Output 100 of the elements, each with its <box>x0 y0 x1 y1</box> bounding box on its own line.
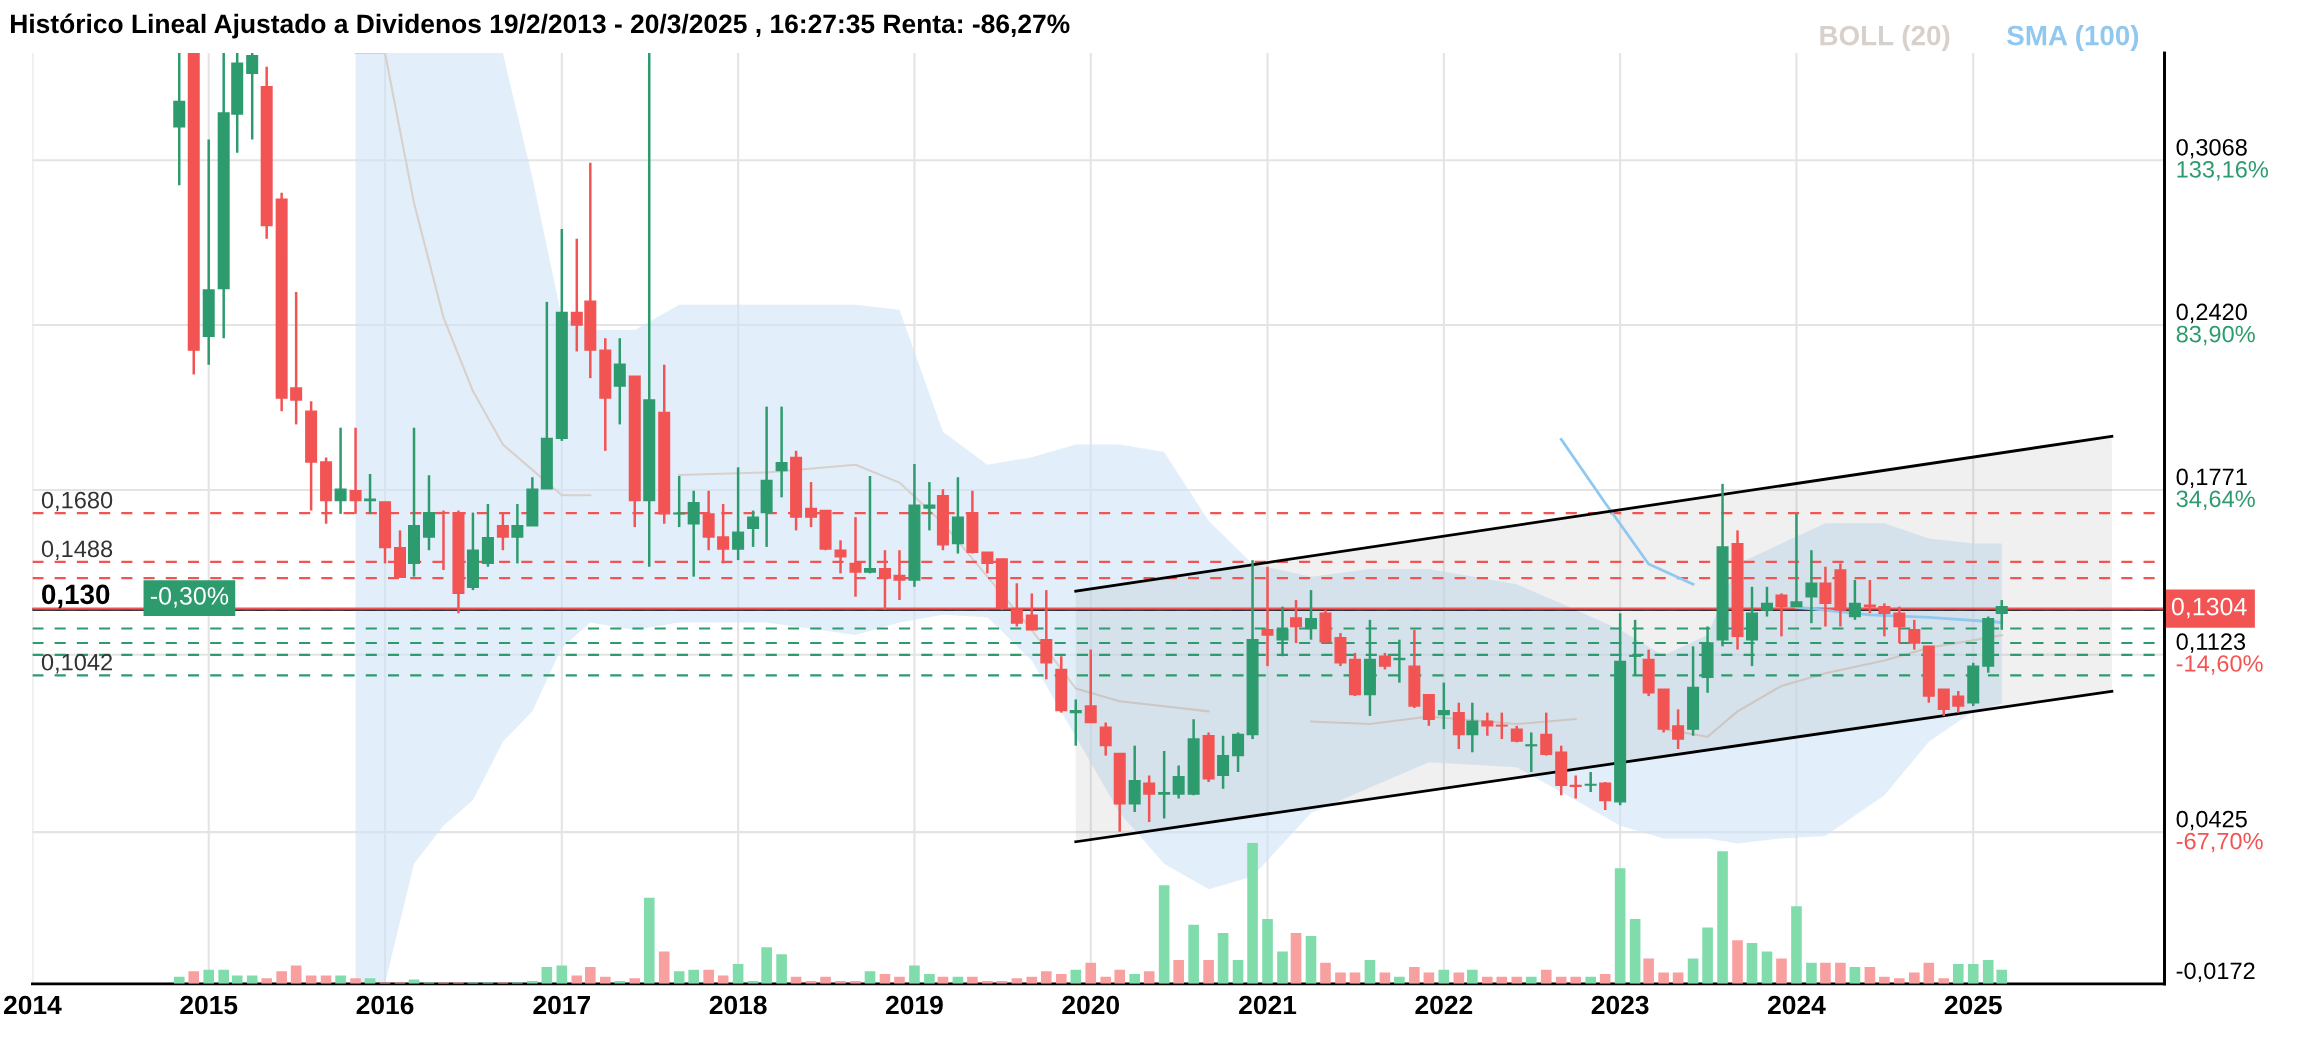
y2-tick-label: 133,16% <box>2177 160 2269 181</box>
ref-line-label: 0,130 <box>42 584 110 609</box>
y-tick-label: 0,1123 <box>2176 633 2246 653</box>
bar <box>1776 958 1787 984</box>
bar <box>1188 924 1199 984</box>
annotation: -0,30% <box>150 587 229 608</box>
bar <box>1055 973 1067 984</box>
bar <box>1835 962 1846 984</box>
bar <box>1540 969 1552 984</box>
bar <box>1158 885 1170 984</box>
x-tick-label: 2020 <box>1062 995 1120 1015</box>
bar <box>203 969 215 984</box>
bar <box>1262 918 1273 984</box>
bar <box>231 975 243 984</box>
bar <box>1702 927 1713 984</box>
bar <box>1232 959 1244 984</box>
bar <box>1247 842 1258 984</box>
bar <box>350 978 361 984</box>
bar <box>1114 969 1126 984</box>
y2-tick-label: 83,90% <box>2176 325 2255 346</box>
y2-tick-label: -14,60% <box>2176 655 2263 675</box>
bar <box>1335 972 1346 984</box>
ref-line-label: 0,1488 <box>41 540 113 561</box>
y-tick-label: 0,2420 <box>2176 303 2247 324</box>
bar <box>261 978 272 984</box>
bar <box>1203 959 1214 984</box>
y2-tick-label: -67,70% <box>2176 832 2263 853</box>
bar <box>1820 962 1831 984</box>
bar <box>1364 959 1376 984</box>
x-tick-label: 2019 <box>886 995 943 1015</box>
bar <box>1996 969 2008 984</box>
bar <box>1791 906 1802 984</box>
x-tick-label: 2023 <box>1591 995 1649 1015</box>
bar <box>585 966 596 984</box>
text: SMA (100) <box>2007 25 2139 51</box>
x-tick-label: 2022 <box>1415 995 1473 1015</box>
bar <box>1643 958 1654 984</box>
x-tick-label: 2014 <box>3 995 62 1015</box>
x-tick-label: 2021 <box>1239 995 1297 1015</box>
ref-line-label: 0,1680 <box>41 491 113 512</box>
x-tick-label: 2017 <box>533 995 591 1015</box>
y-tick-label: 0,3068 <box>2176 138 2247 159</box>
bar <box>643 897 655 984</box>
bar <box>188 971 200 984</box>
bar <box>246 975 258 984</box>
bar <box>732 964 744 984</box>
bar <box>1305 935 1317 984</box>
bar <box>1453 972 1465 984</box>
bar <box>776 954 787 984</box>
bar <box>1938 978 1950 984</box>
bar <box>1277 951 1288 984</box>
bar <box>1629 918 1641 984</box>
bar <box>276 971 287 984</box>
bar <box>1687 958 1699 984</box>
bar <box>1040 971 1052 984</box>
bar <box>1320 962 1331 984</box>
bar <box>909 965 920 984</box>
bar <box>673 971 685 984</box>
bar <box>1085 962 1097 984</box>
bar <box>1952 964 1964 984</box>
chart-title: Histórico Lineal Ajustado a Dividenos 19/2/2013 - 20/3/2025 , 16:27:35 Renta: -86,27% <box>11 13 1070 39</box>
bar <box>1717 851 1728 984</box>
bar <box>1467 969 1478 984</box>
bar <box>1806 962 1817 984</box>
bar <box>761 947 772 984</box>
x-tick-label: 2016 <box>356 995 414 1015</box>
bar <box>1290 933 1302 984</box>
bar <box>1909 972 1920 984</box>
bar <box>1746 942 1758 984</box>
x-tick-label: 2015 <box>180 995 238 1015</box>
x-tick-label: 2024 <box>1768 995 1826 1015</box>
bar <box>629 978 641 984</box>
y-tick-label: -0,0172 <box>2176 962 2255 982</box>
x-tick-label: 2018 <box>709 995 767 1015</box>
bar <box>1967 964 1979 984</box>
bar <box>1217 933 1229 984</box>
y2-tick-label: 34,64% <box>2176 490 2255 510</box>
x-tick-label: 2025 <box>1944 995 2002 1015</box>
bar <box>1129 973 1141 984</box>
bar <box>1173 959 1184 984</box>
bar <box>1409 966 1420 984</box>
y-tick-label: 0,0425 <box>2176 810 2247 831</box>
bar <box>658 951 670 984</box>
bar <box>703 969 714 984</box>
y-tick-label: 0,1771 <box>2176 468 2247 489</box>
ref-line-label: 0,1304 <box>2171 597 2247 619</box>
bar <box>1658 972 1669 984</box>
bar <box>688 969 699 984</box>
bar <box>1761 951 1773 984</box>
bar <box>1732 940 1743 984</box>
bar <box>1982 959 1994 984</box>
bar <box>571 975 583 984</box>
ref-line-label: 0,1042 <box>41 653 112 674</box>
bar <box>218 969 230 984</box>
bar <box>1070 969 1082 984</box>
bar <box>335 975 346 984</box>
bar <box>924 973 935 984</box>
bar <box>1894 978 1905 984</box>
bar <box>1923 962 1935 984</box>
bar <box>1614 868 1626 984</box>
